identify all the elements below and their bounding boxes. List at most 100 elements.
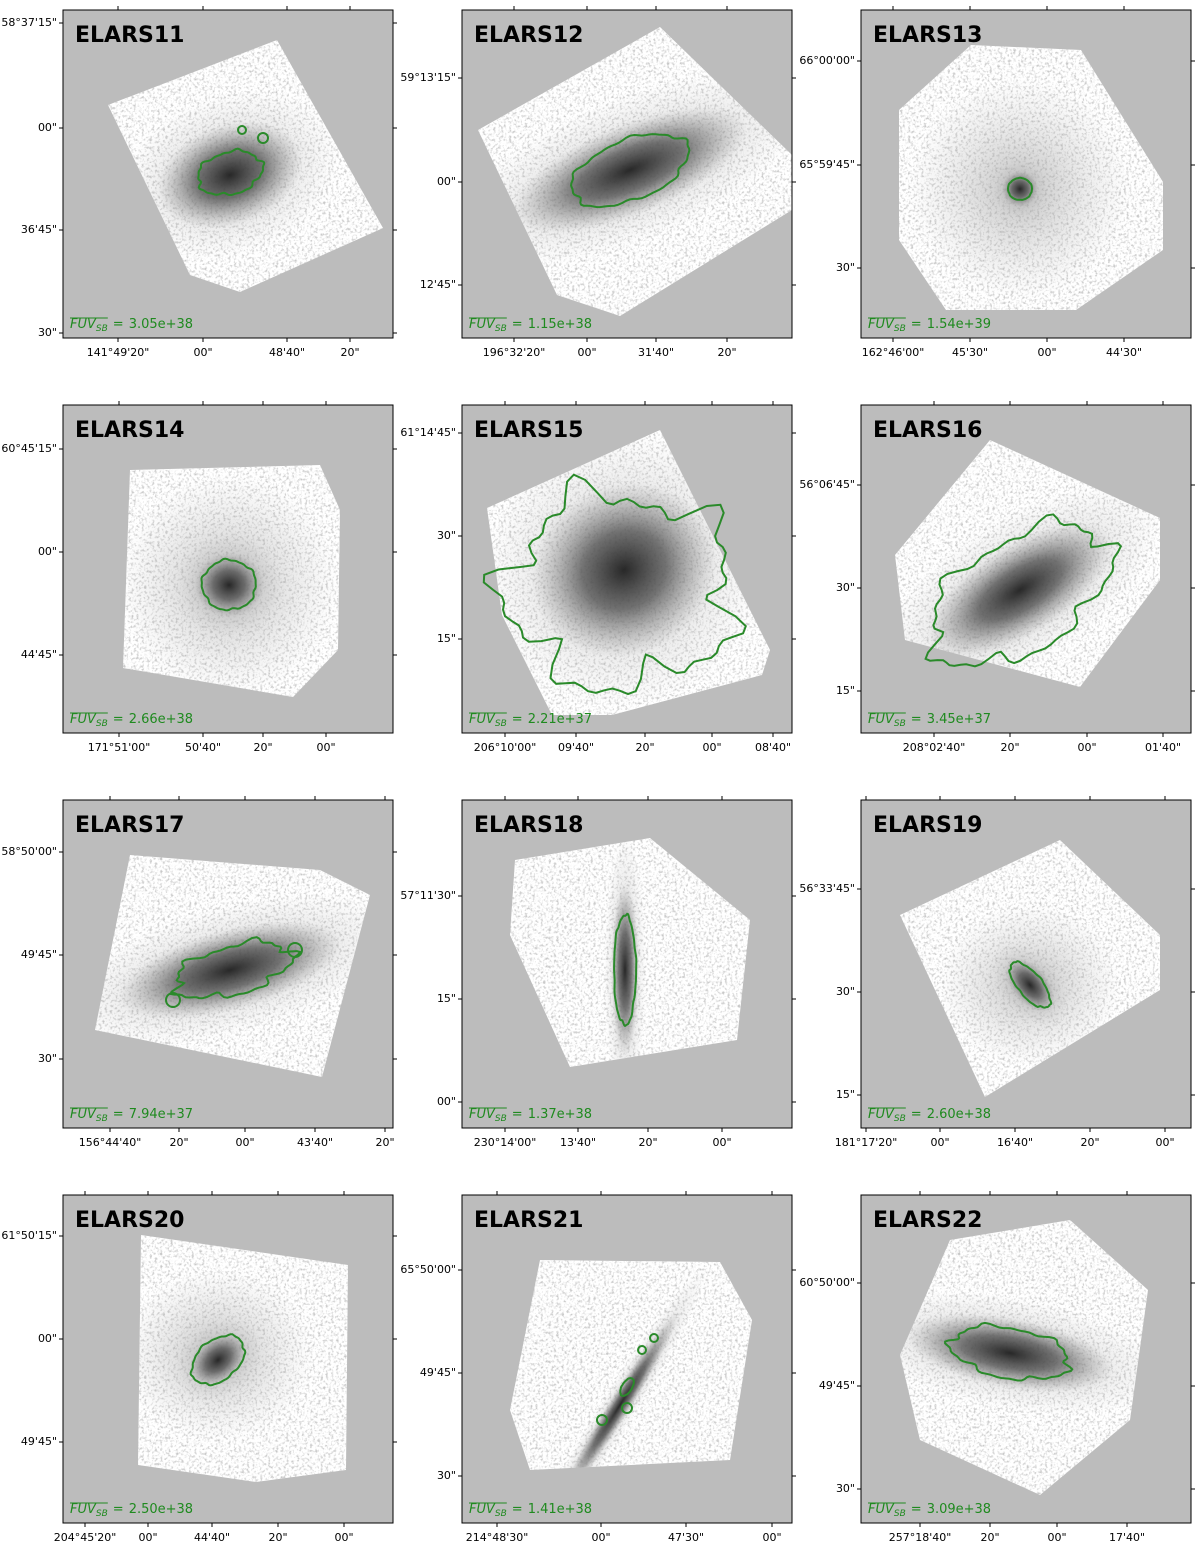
panel: ELARS12 59°13'15" 00" 12'45" 196°32'20" 00" 31… — [400, 6, 796, 359]
panel-title: ELARS17 — [75, 813, 184, 838]
x-tick-label: 13'40" — [560, 1136, 596, 1149]
annotation: FUVSB = 3.45e+37 — [868, 712, 991, 729]
y-tick-label: 12'45" — [420, 278, 456, 291]
annotation-symbol: FUV — [70, 317, 97, 332]
contour — [924, 513, 1123, 668]
annotation-symbol: FUV — [70, 1107, 97, 1122]
y-tick-label: 30" — [836, 1482, 855, 1495]
y-tick-label: 61°14'45" — [400, 426, 456, 439]
y-tick-label: 58°50'00" — [1, 845, 57, 858]
annotation-relation: = — [911, 712, 922, 727]
annotation: FUVSB = 7.94e+37 — [70, 1107, 193, 1124]
panel-title: ELARS13 — [873, 23, 982, 48]
x-tick-label: 00" — [702, 741, 721, 754]
annotation-subscript: SB — [96, 1114, 108, 1124]
annotation: FUVSB = 1.41e+38 — [469, 1502, 592, 1519]
annotation-relation: = — [113, 712, 124, 727]
y-tick-label: 15" — [437, 992, 456, 1005]
contour — [596, 1414, 608, 1426]
x-tick-label: 43'40" — [297, 1136, 333, 1149]
annotation-value: 7.94e+37 — [129, 1107, 193, 1122]
panel: ELARS15 61°14'45" 30" 15" 206°10'00" 09'40" 20… — [400, 401, 796, 754]
panel: ELARS13 66°00'00" 65°59'45" 30" 162°46'00" 45… — [799, 6, 1195, 359]
contour — [197, 147, 266, 196]
frame — [62, 799, 394, 1129]
annotation-relation: = — [911, 317, 922, 332]
contour — [621, 1402, 633, 1414]
y-tick-label: 30" — [836, 581, 855, 594]
x-tick-label: 00" — [334, 1531, 353, 1544]
x-tick-label: 204°45'20" — [54, 1531, 117, 1544]
x-tick-label: 44'30" — [1106, 346, 1142, 359]
annotation-subscript: SB — [495, 1509, 507, 1519]
annotation-relation: = — [113, 317, 124, 332]
y-tick-label: 60°50'00" — [799, 1276, 855, 1289]
x-tick-label: 20" — [717, 346, 736, 359]
galaxy — [927, 522, 1113, 658]
annotation: FUVSB = 2.50e+38 — [70, 1502, 193, 1519]
annotation-relation: = — [911, 1502, 922, 1517]
frame — [461, 799, 793, 1129]
y-tick-label: 49'45" — [819, 1379, 855, 1392]
y-tick-label: 36'45" — [21, 223, 57, 236]
y-tick-label: 15" — [437, 632, 456, 645]
contour — [944, 1321, 1074, 1382]
panel: ELARS11 58°37'15" 00" 36'45" 30" 141°49'20" 00… — [1, 6, 397, 359]
annotation-symbol: FUV — [469, 1107, 496, 1122]
galaxy — [1002, 171, 1038, 207]
annotation-symbol: FUV — [70, 1502, 97, 1517]
x-tick-label: 00" — [577, 346, 596, 359]
y-tick-label: 44'45" — [21, 648, 57, 661]
annotation-value: 3.09e+38 — [927, 1502, 991, 1517]
contour — [189, 1333, 247, 1387]
y-tick-label: 49'45" — [21, 1435, 57, 1448]
galaxy — [157, 121, 303, 229]
contour — [619, 1377, 635, 1397]
annotation-value: 2.21e+37 — [528, 712, 592, 727]
y-tick-label: 66°00'00" — [799, 54, 855, 67]
annotation-subscript: SB — [495, 719, 507, 729]
frame — [461, 9, 793, 339]
y-tick-label: 00" — [437, 175, 456, 188]
x-tick-label: 00" — [1155, 1136, 1174, 1149]
annotation: FUVSB = 2.60e+38 — [868, 1107, 991, 1124]
galaxy-image — [510, 1260, 752, 1470]
x-tick-label: 47'30" — [668, 1531, 704, 1544]
contour — [649, 1333, 659, 1343]
x-tick-label: 156°44'40" — [79, 1136, 142, 1149]
x-tick-label: 20" — [638, 1136, 657, 1149]
annotation: FUVSB = 2.21e+37 — [469, 712, 592, 729]
galaxy-image — [899, 45, 1163, 310]
annotation-value: 3.45e+37 — [927, 712, 991, 727]
galaxy — [906, 1314, 1114, 1392]
galaxy — [611, 885, 639, 1055]
annotation-value: 1.54e+39 — [927, 317, 991, 332]
x-tick-label: 20" — [169, 1136, 188, 1149]
annotation: FUVSB = 3.05e+38 — [70, 317, 193, 334]
x-tick-label: 214°48'30" — [466, 1531, 529, 1544]
x-tick-label: 181°17'20" — [835, 1136, 898, 1149]
galaxy — [560, 1311, 680, 1470]
frame — [860, 799, 1192, 1129]
x-tick-label: 00" — [762, 1531, 781, 1544]
x-tick-label: 00" — [193, 346, 212, 359]
x-tick-label: 48'40" — [269, 346, 305, 359]
annotation-subscript: SB — [495, 324, 507, 334]
x-tick-label: 20" — [253, 741, 272, 754]
galaxy — [512, 107, 748, 233]
y-tick-label: 15" — [836, 684, 855, 697]
panel-title: ELARS21 — [474, 1208, 583, 1233]
annotation-subscript: SB — [894, 1114, 906, 1124]
y-tick-label: 30" — [437, 529, 456, 542]
annotation-value: 1.41e+38 — [528, 1502, 592, 1517]
frame — [461, 404, 793, 734]
frame — [860, 1194, 1192, 1524]
x-tick-label: 09'40" — [558, 741, 594, 754]
x-tick-label: 16'40" — [997, 1136, 1033, 1149]
y-tick-label: 61°50'15" — [1, 1229, 57, 1242]
y-tick-label: 00" — [38, 545, 57, 558]
contour — [169, 936, 302, 1000]
x-tick-label: 141°49'20" — [87, 346, 150, 359]
x-tick-label: 20" — [340, 346, 359, 359]
